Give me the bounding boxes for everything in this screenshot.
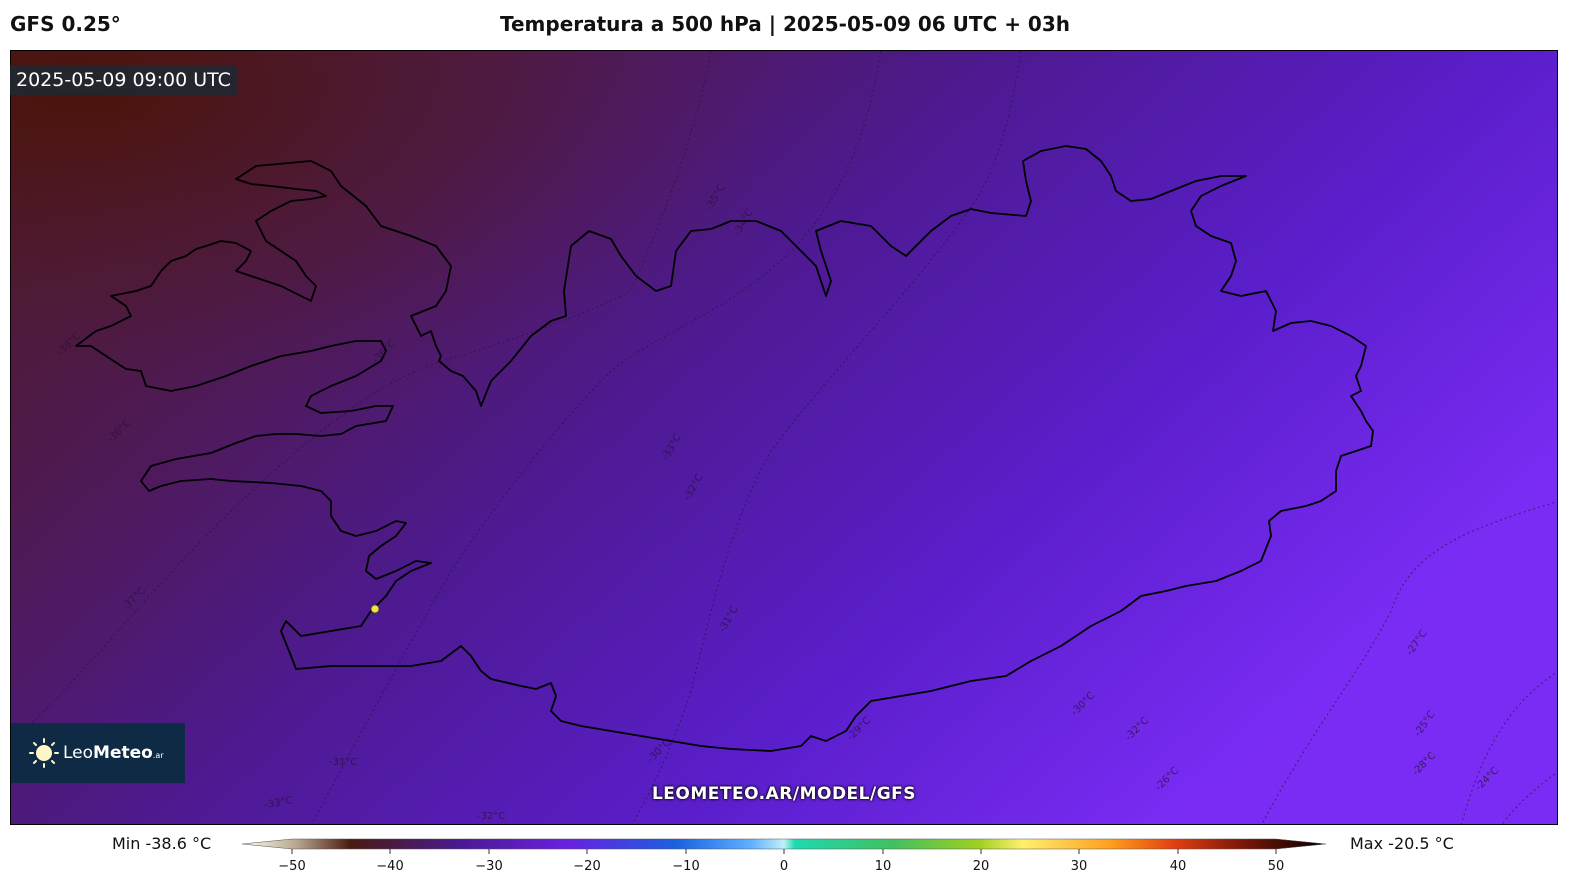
colorbar-tick-label: 10 (875, 859, 892, 874)
leometeo-logo[interactable]: LeoMeteo.ar (11, 723, 185, 783)
colorbar-tick-label: −50 (278, 859, 305, 874)
isotherm-label: -33°C (264, 795, 294, 811)
colorbar-tick-label: 50 (1268, 859, 1285, 874)
colorbar-tick-label: −30 (475, 859, 502, 874)
site-watermark[interactable]: LEOMETEO.AR/MODEL/GFS (651, 784, 917, 804)
temperature-field-map[interactable]: -38°C -36°C -37°C -36°C -35°C -34°C -33°… (11, 51, 1558, 825)
sun-icon (29, 738, 59, 768)
isotherm-lines (11, 51, 1557, 824)
iceland-coastline (75, 145, 1374, 752)
location-marker[interactable] (370, 604, 380, 614)
temperature-colorbar: −50 −40 −30 −20 −10 0 10 20 30 40 50 (241, 838, 1327, 874)
colorbar-tick-label: −40 (376, 859, 403, 874)
map-panel[interactable]: -38°C -36°C -37°C -36°C -35°C -34°C -33°… (10, 50, 1558, 825)
map-title: Temperatura a 500 hPa | 2025-05-09 06 UT… (499, 12, 1070, 36)
colorbar-tick-label: 20 (973, 859, 990, 874)
colorbar-max-label: Max -20.5 °C (1350, 834, 1454, 853)
isotherm-label: -32°C (477, 811, 505, 822)
valid-time-badge: 2025-05-09 09:00 UTC (10, 65, 237, 95)
colorbar-tick-labels: −50 −40 −30 −20 −10 0 10 20 30 40 50 (278, 859, 1284, 874)
colorbar-tick-label: −20 (573, 859, 600, 874)
isotherm-label: -31°C (329, 757, 357, 768)
colorbar-tick-label: 0 (780, 859, 788, 874)
colorbar-ticks (291, 849, 1277, 854)
colorbar-tick-label: 40 (1170, 859, 1187, 874)
logo-wordmark: LeoMeteo.ar (63, 743, 164, 763)
colorbar-ramp (241, 838, 1327, 850)
colorbar-tick-label: 30 (1071, 859, 1088, 874)
colorbar-tick-label: −10 (672, 859, 699, 874)
model-label: GFS 0.25° (10, 12, 121, 36)
colorbar-min-label: Min -38.6 °C (112, 834, 212, 853)
cold-core-shading (11, 51, 1557, 824)
